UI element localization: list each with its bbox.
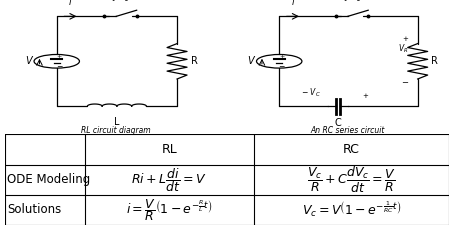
- Text: ODE Modeling: ODE Modeling: [7, 173, 90, 186]
- Text: Solutions: Solutions: [7, 203, 61, 216]
- Text: RL: RL: [161, 143, 177, 156]
- Text: V: V: [25, 56, 32, 66]
- Text: R: R: [431, 56, 438, 66]
- Text: +: +: [402, 37, 408, 42]
- Text: +: +: [279, 54, 284, 59]
- Text: −: −: [401, 79, 409, 88]
- Text: An RC series circuit: An RC series circuit: [310, 126, 385, 135]
- Text: $t=0$: $t=0$: [111, 0, 130, 3]
- Text: $V_c = V\left(1 - e^{-\frac{1}{RC}t}\right)$: $V_c = V\left(1 - e^{-\frac{1}{RC}t}\rig…: [302, 200, 401, 220]
- Text: +: +: [56, 54, 62, 59]
- Text: C: C: [335, 118, 341, 128]
- Text: $\dfrac{V_c}{R} + C\dfrac{dV_c}{dt} = \dfrac{V}{R}$: $\dfrac{V_c}{R} + C\dfrac{dV_c}{dt} = \d…: [307, 165, 396, 195]
- Text: $i = \dfrac{V}{R}\left(1 - e^{-\frac{R}{L}t}\right)$: $i = \dfrac{V}{R}\left(1 - e^{-\frac{R}{…: [126, 197, 212, 223]
- Text: RC: RC: [343, 143, 360, 156]
- Text: $-\ V_C$: $-\ V_C$: [301, 87, 321, 99]
- Text: −: −: [278, 62, 285, 71]
- Text: RL circuit diagram: RL circuit diagram: [81, 126, 151, 135]
- Text: L: L: [114, 117, 120, 127]
- Text: +: +: [363, 94, 368, 99]
- Text: i: i: [291, 0, 294, 7]
- Text: V: V: [247, 56, 254, 66]
- Text: −: −: [56, 62, 62, 71]
- Text: R: R: [191, 56, 197, 66]
- Text: $V_R$: $V_R$: [398, 43, 408, 55]
- Text: i: i: [69, 0, 72, 7]
- Text: $t=0$: $t=0$: [342, 0, 361, 3]
- Text: $Ri + L\dfrac{di}{dt} = V$: $Ri + L\dfrac{di}{dt} = V$: [131, 166, 207, 194]
